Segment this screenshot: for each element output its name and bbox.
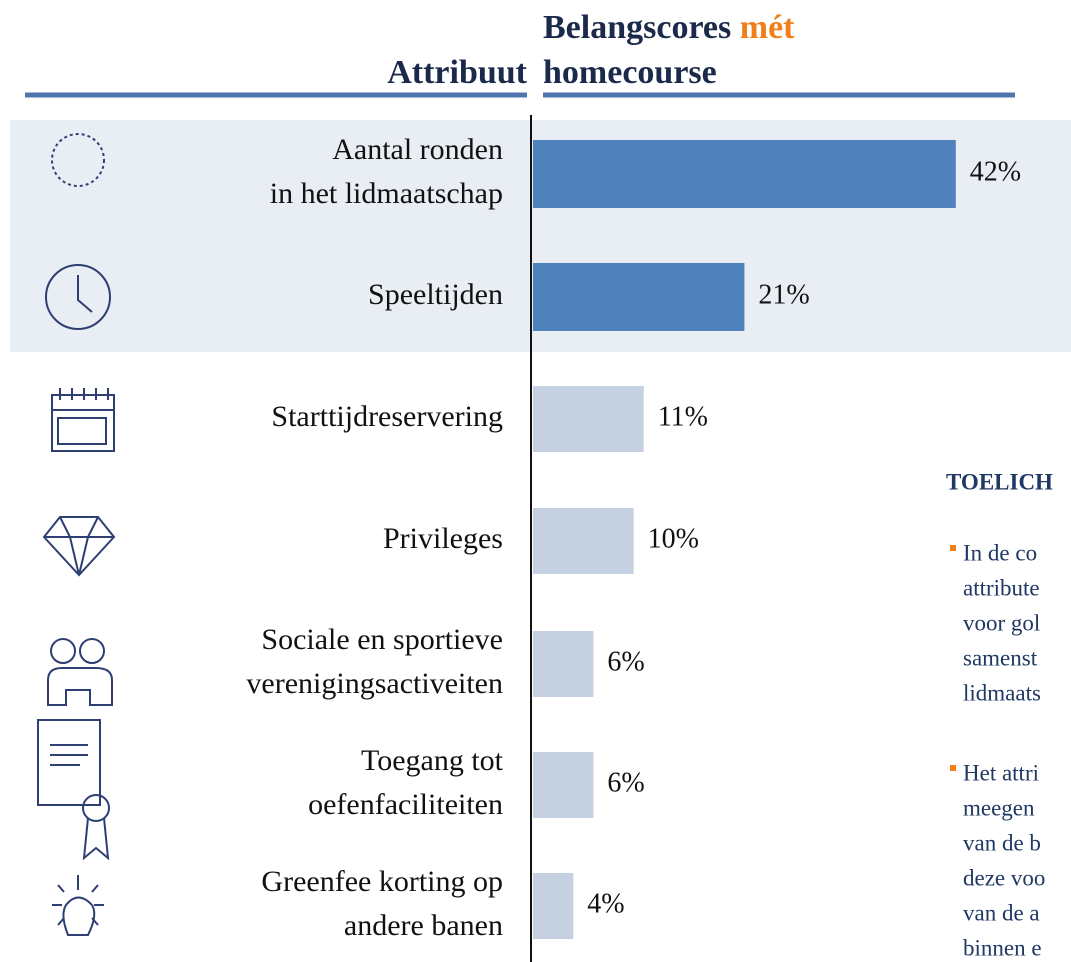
note-line: In de co bbox=[963, 540, 1037, 565]
category-label: Sociale en sportieve bbox=[261, 623, 503, 656]
bar bbox=[533, 386, 644, 452]
value-label: 4% bbox=[587, 888, 624, 919]
bar bbox=[533, 752, 594, 818]
note-line: Het attri bbox=[963, 760, 1039, 785]
category-label: verenigingsactiveiten bbox=[246, 667, 503, 700]
note-line: attribute bbox=[963, 575, 1040, 600]
note-line: van de b bbox=[963, 830, 1041, 855]
value-label: 11% bbox=[658, 401, 708, 432]
icon-calendar-grid bbox=[52, 388, 114, 445]
category-label: Toegang tot bbox=[361, 744, 504, 777]
bar bbox=[533, 631, 594, 697]
bar bbox=[533, 508, 634, 574]
icon-clock bbox=[45, 264, 111, 330]
bar bbox=[533, 140, 956, 208]
bullet-marker bbox=[950, 545, 956, 551]
value-label: 10% bbox=[648, 523, 699, 554]
value-label: 21% bbox=[758, 279, 809, 310]
icon-seal bbox=[82, 794, 110, 822]
value-label: 42% bbox=[970, 156, 1021, 187]
category-label: Starttijdreservering bbox=[271, 400, 503, 433]
category-label: andere banen bbox=[344, 909, 503, 942]
icon-calendar bbox=[51, 394, 115, 452]
icon-certificate bbox=[37, 719, 101, 806]
header-accent: mét bbox=[740, 9, 795, 46]
note-line: van de a bbox=[963, 900, 1040, 925]
note-title: TOELICH bbox=[946, 469, 1053, 494]
icon-people-body bbox=[47, 667, 113, 706]
bar bbox=[533, 263, 745, 331]
value-label: 6% bbox=[607, 767, 644, 798]
bar bbox=[533, 873, 574, 939]
header-word: Belangscores bbox=[543, 9, 731, 46]
category-label: Privileges bbox=[383, 522, 503, 555]
header-left: Attribuut bbox=[387, 54, 527, 91]
header-right: homecourse bbox=[543, 54, 717, 91]
category-label: in het lidmaatschap bbox=[270, 177, 503, 210]
note-line: samenst bbox=[963, 645, 1038, 670]
bullet-marker bbox=[950, 765, 956, 771]
icon-people bbox=[50, 638, 76, 664]
icons bbox=[37, 133, 116, 936]
category-label: oefenfaciliteiten bbox=[308, 788, 503, 821]
category-label: Greenfee korting op bbox=[261, 865, 503, 898]
category-label: Aantal ronden bbox=[332, 133, 503, 166]
note-line: meegen bbox=[963, 795, 1035, 820]
category-label: Speeltijden bbox=[368, 278, 503, 311]
value-label: 6% bbox=[607, 646, 644, 677]
icon-ball bbox=[51, 133, 105, 187]
icon-bulb bbox=[52, 875, 104, 936]
note-line: lidmaats bbox=[963, 680, 1041, 705]
icon-clock-hands bbox=[77, 275, 93, 313]
icon-ribbon bbox=[82, 817, 110, 861]
icon-diamond bbox=[42, 516, 116, 577]
note-line: deze voo bbox=[963, 865, 1045, 890]
note-line: binnen e bbox=[963, 935, 1042, 960]
header-right: Belangscores mét bbox=[543, 9, 795, 46]
icon-people bbox=[79, 638, 105, 664]
note-line: voor gol bbox=[963, 610, 1040, 635]
